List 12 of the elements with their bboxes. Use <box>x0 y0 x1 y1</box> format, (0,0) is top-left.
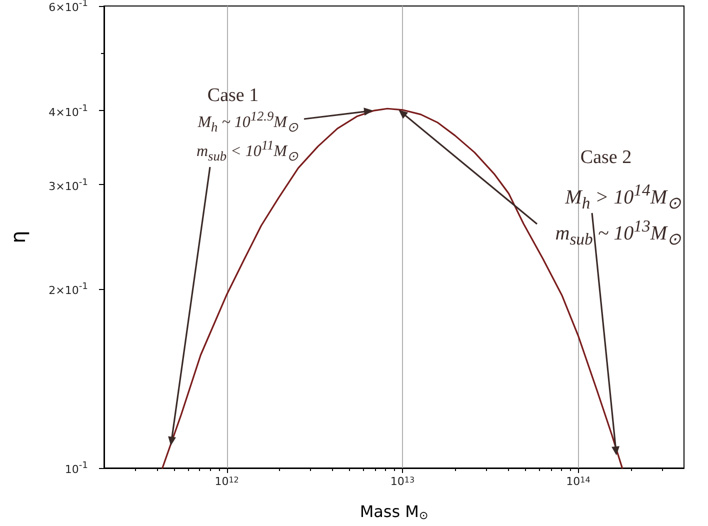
annotation: M$_{h}$ > 10$^{14}$M$_{⊙}$ <box>565 180 681 214</box>
annotation: Case 1 <box>207 85 259 107</box>
annotation: m$_{sub}$ < 10$^{11}$M$_{⊙}$ <box>196 138 298 164</box>
y-tick-label: 4×10$^{-1}$ <box>48 102 88 118</box>
y-tick-label: 10$^{-1}$ <box>64 460 88 476</box>
annotation: Case 2 <box>580 147 632 169</box>
y-tick-label: 3×10$^{-1}$ <box>48 176 88 193</box>
annotation: m$_{sub}$ ~ 10$^{13}$M$_{⊙}$ <box>555 216 681 250</box>
y-tick-label: 2×10$^{-1}$ <box>48 281 88 298</box>
annotation: M$_{h}$ ~ 10$^{12.9}$M$_{⊙}$ <box>198 108 298 136</box>
x-axis-title: Mass M⊙ <box>360 502 428 522</box>
y-axis-title: η <box>6 230 30 244</box>
